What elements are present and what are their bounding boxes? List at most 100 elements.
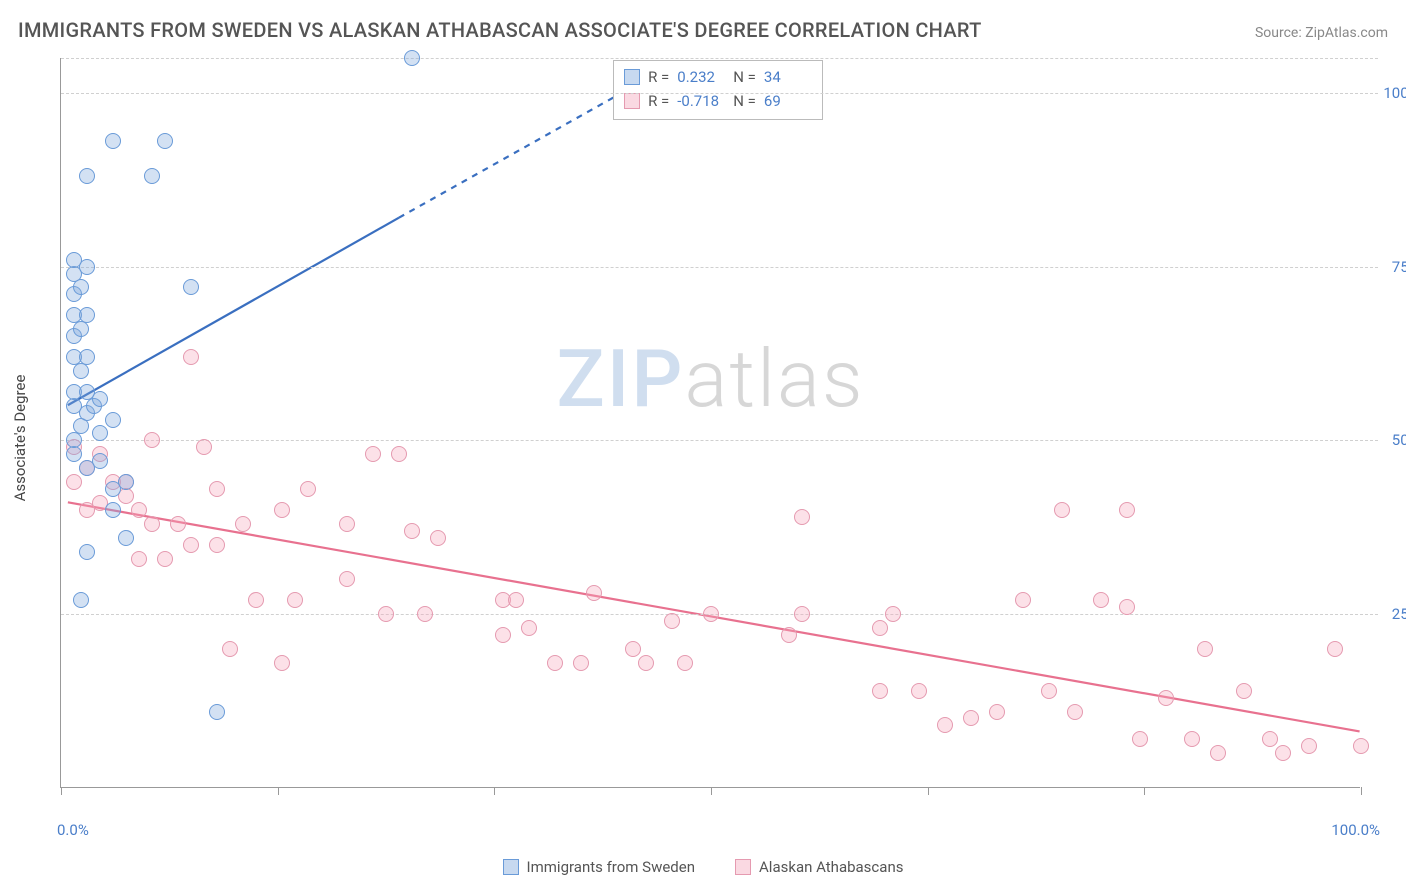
data-point (105, 133, 121, 149)
data-point (1327, 641, 1343, 657)
n-value-series1: 34 (764, 65, 812, 89)
x-tick (61, 787, 62, 795)
data-point (157, 133, 173, 149)
data-point (1119, 502, 1135, 518)
trend-line (68, 218, 399, 405)
data-point (144, 432, 160, 448)
data-point (131, 502, 147, 518)
data-point (963, 710, 979, 726)
data-point (79, 349, 95, 365)
data-point (118, 474, 134, 490)
legend-item-series2: Alaskan Athabascans (735, 858, 903, 876)
data-point (79, 307, 95, 323)
legend-label-series2: Alaskan Athabascans (759, 858, 903, 876)
legend-label-series1: Immigrants from Sweden (527, 858, 695, 876)
x-tick (1144, 787, 1145, 795)
data-point (274, 655, 290, 671)
data-point (183, 349, 199, 365)
data-point (378, 606, 394, 622)
data-point (235, 516, 251, 532)
gridline (61, 267, 1378, 268)
chart-title: IMMIGRANTS FROM SWEDEN VS ALASKAN ATHABA… (18, 18, 982, 42)
swatch-pink-icon (735, 859, 751, 875)
data-point (911, 683, 927, 699)
data-point (92, 425, 108, 441)
chart-container: Associate's Degree ZIPatlas R = 0.232 N … (48, 58, 1388, 818)
data-point (300, 481, 316, 497)
x-tick (494, 787, 495, 795)
y-axis-label: Associate's Degree (11, 375, 29, 502)
data-point (73, 418, 89, 434)
data-point (183, 279, 199, 295)
stats-row-series1: R = 0.232 N = 34 (624, 65, 812, 89)
data-point (391, 446, 407, 462)
data-point (118, 530, 134, 546)
data-point (1236, 683, 1252, 699)
data-point (1275, 745, 1291, 761)
data-point (222, 641, 238, 657)
data-point (547, 655, 563, 671)
data-point (131, 551, 147, 567)
data-point (92, 391, 108, 407)
swatch-pink-icon (624, 93, 640, 109)
legend: Immigrants from Sweden Alaskan Athabasca… (0, 858, 1406, 876)
r-value-series1: 0.232 (677, 65, 725, 89)
data-point (105, 412, 121, 428)
data-point (79, 168, 95, 184)
data-point (404, 523, 420, 539)
data-point (1119, 599, 1135, 615)
data-point (1158, 690, 1174, 706)
data-point (66, 432, 82, 448)
y-tick-label: 100.0% (1383, 84, 1406, 102)
y-tick-label: 50.0% (1392, 431, 1406, 449)
data-point (404, 50, 420, 66)
data-point (495, 627, 511, 643)
data-point (508, 592, 524, 608)
x-tick (278, 787, 279, 795)
data-point (989, 704, 1005, 720)
data-point (66, 446, 82, 462)
source-name: ZipAtlas.com (1305, 25, 1388, 41)
data-point (1197, 641, 1213, 657)
data-point (339, 571, 355, 587)
data-point (209, 481, 225, 497)
data-point (885, 606, 901, 622)
data-point (365, 446, 381, 462)
data-point (157, 551, 173, 567)
x-tick (711, 787, 712, 795)
data-point (781, 627, 797, 643)
data-point (1132, 731, 1148, 747)
y-tick-label: 75.0% (1392, 258, 1406, 276)
data-point (664, 613, 680, 629)
data-point (66, 252, 82, 268)
data-point (430, 530, 446, 546)
data-point (170, 516, 186, 532)
data-point (1015, 592, 1031, 608)
source-label: Source: (1255, 25, 1305, 41)
y-tick-label: 25.0% (1392, 605, 1406, 623)
data-point (573, 655, 589, 671)
data-point (586, 585, 602, 601)
data-point (73, 321, 89, 337)
r-label: R = (648, 65, 669, 89)
data-point (339, 516, 355, 532)
data-point (196, 439, 212, 455)
data-point (209, 704, 225, 720)
data-point (1184, 731, 1200, 747)
x-label-min: 0.0% (57, 821, 89, 839)
x-label-max: 100.0% (1331, 821, 1380, 839)
data-point (794, 509, 810, 525)
data-point (287, 592, 303, 608)
data-point (73, 592, 89, 608)
data-point (1041, 683, 1057, 699)
data-point (1262, 731, 1278, 747)
data-point (79, 460, 95, 476)
legend-item-series1: Immigrants from Sweden (503, 858, 695, 876)
data-point (209, 537, 225, 553)
data-point (105, 502, 121, 518)
data-point (1210, 745, 1226, 761)
data-point (73, 279, 89, 295)
data-point (417, 606, 433, 622)
x-tick (1361, 787, 1362, 795)
source-attribution: Source: ZipAtlas.com (1255, 25, 1388, 41)
